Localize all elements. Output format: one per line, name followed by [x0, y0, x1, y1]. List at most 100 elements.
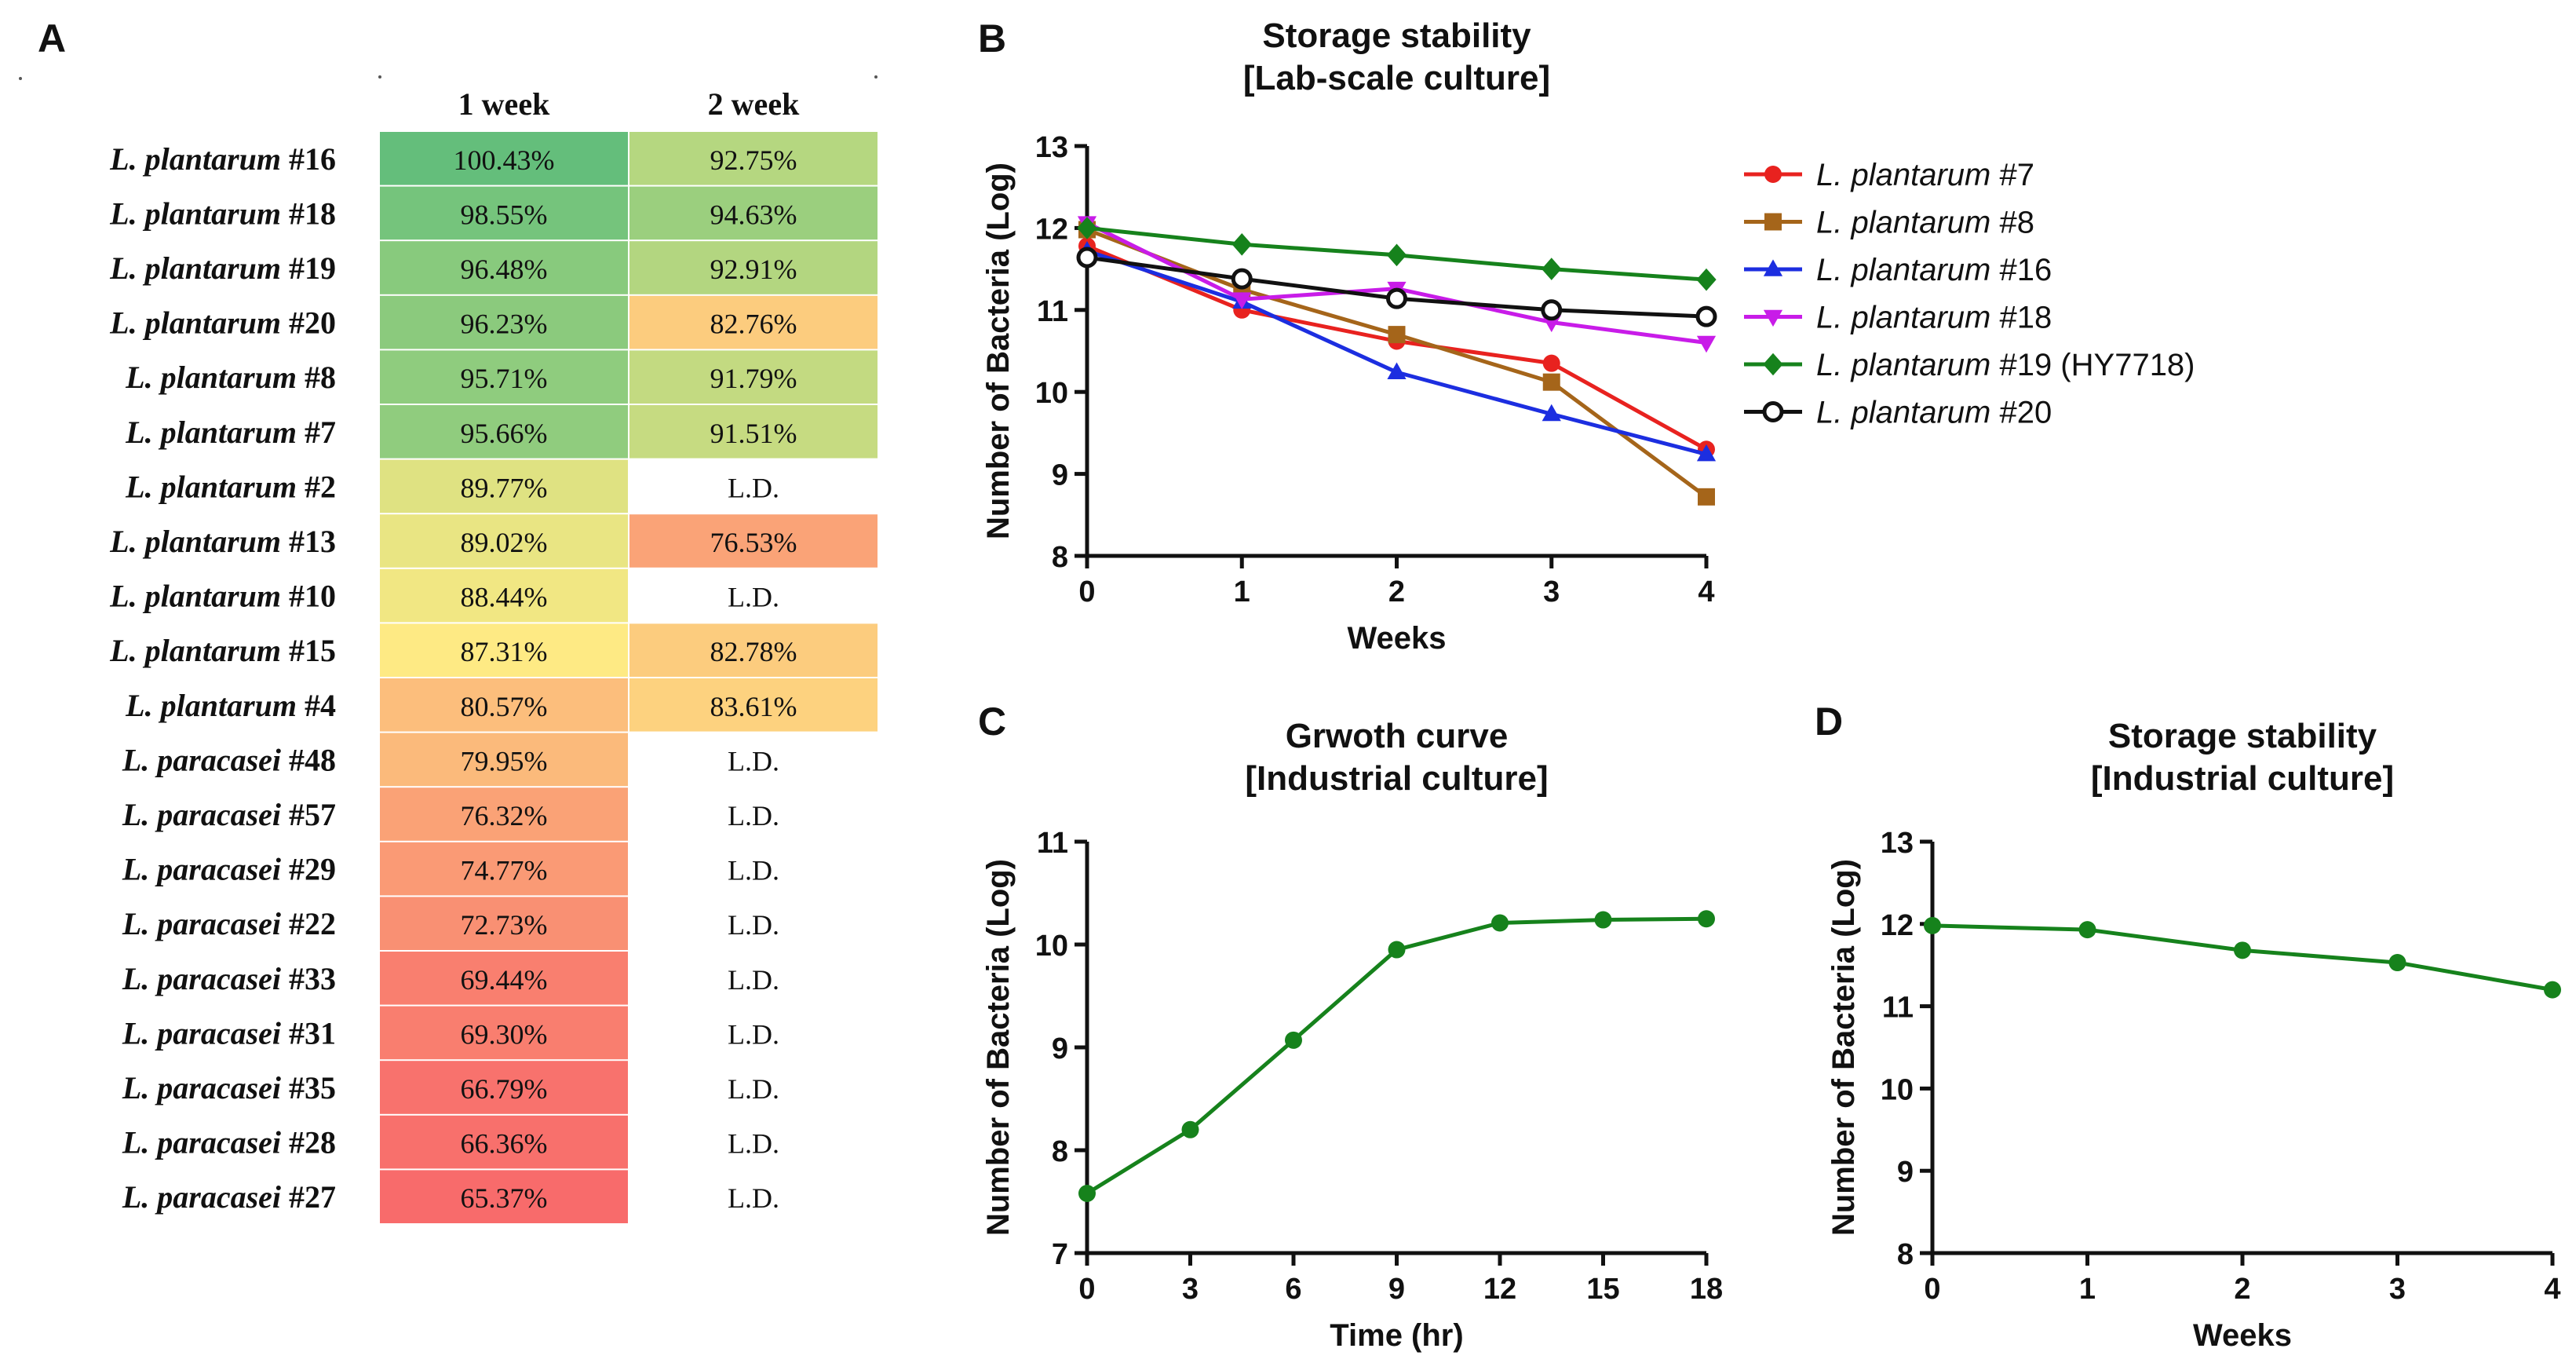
heatmap-value-week1: 95.66%: [461, 418, 548, 449]
row-species: L. plantarum: [109, 195, 281, 231]
row-species: L. plantarum: [109, 524, 281, 559]
x-tick-label: 2: [2234, 1273, 2250, 1306]
data-point: [1763, 259, 1783, 276]
heatmap-cell-week1: [380, 568, 628, 623]
y-tick-label: 7: [1052, 1238, 1068, 1271]
x-tick-label: 6: [1285, 1273, 1301, 1306]
heatmap-cell-week1: [380, 186, 628, 240]
row-species: L. paracasei: [122, 742, 281, 777]
row-strain: #4: [297, 688, 336, 723]
row-strain: #18: [281, 195, 336, 231]
data-point: [1764, 213, 1782, 231]
y-tick-label: 11: [1037, 827, 1068, 860]
row-strain: #8: [297, 360, 336, 395]
row-label: L. paracasei #31: [122, 1015, 336, 1051]
y-tick-label: 12: [1881, 909, 1914, 942]
row-strain: #2: [297, 469, 336, 504]
heatmap-value-week2: L.D.: [728, 745, 779, 777]
chart-c-growth-curve: Grwoth curve [Industrial culture] 7 8 9 10 11 0…: [981, 717, 1723, 1353]
row-species: L. paracasei: [122, 1125, 281, 1160]
row-strain: #16: [281, 141, 336, 177]
x-tick-label: 2: [1388, 576, 1405, 608]
decorative-dot: [19, 77, 22, 80]
x-tick-label: 4: [2544, 1273, 2560, 1306]
heatmap-cell-week1: [380, 350, 628, 404]
row-label: L. paracasei #22: [122, 906, 336, 941]
row-label: L. plantarum #7: [125, 415, 336, 450]
heatmap-cell-week1: [380, 897, 628, 950]
legend-strain: #18: [1990, 301, 2052, 335]
row-strain: #33: [281, 961, 336, 996]
heatmap-value-week1: 80.57%: [461, 691, 548, 722]
heatmap-cell-week2: [629, 623, 878, 677]
panel-label-d: D: [1815, 700, 1843, 744]
heatmap-cell-week1: [380, 952, 628, 1005]
legend-label: L. plantarum #16: [1816, 253, 2052, 287]
row-species: L. paracasei: [122, 852, 281, 887]
row-strain: #57: [281, 797, 336, 832]
heatmap-value-week1: 96.23%: [461, 309, 548, 340]
heatmap-value-week1: 74.77%: [461, 855, 548, 886]
heatmap-value-week2: L.D.: [728, 1018, 779, 1050]
column-header-2-week: 2 week: [708, 86, 800, 122]
heatmap-cell-week2: [629, 678, 878, 732]
legend-strain: #16: [1990, 253, 2052, 287]
decorative-dot: [378, 75, 381, 79]
x-axis-label: Weeks: [2193, 1318, 2292, 1353]
heatmap-cell-week1: [380, 132, 628, 185]
data-point: [1232, 292, 1252, 309]
heatmap-value-week1: 87.31%: [461, 636, 548, 667]
heatmap-cell-week2: [629, 186, 878, 240]
heatmap-cell-week1: [380, 842, 628, 896]
decorative-dot: [874, 75, 878, 79]
data-point: [1594, 911, 1612, 929]
row-species: L. plantarum: [109, 579, 281, 614]
heatmap-value-week2: 94.63%: [710, 199, 797, 230]
heatmap-value-week2: 91.79%: [710, 363, 797, 394]
heatmap-value-week1: 88.44%: [461, 582, 548, 613]
chart-subtitle: [Industrial culture]: [1245, 759, 1548, 798]
heatmap-value-week2: 92.75%: [710, 144, 797, 176]
heatmap-value-week1: 66.36%: [461, 1128, 548, 1160]
data-point: [1491, 914, 1509, 932]
data-point: [1764, 166, 1782, 183]
heatmap-value-week1: 66.79%: [461, 1073, 548, 1105]
data-point: [1231, 232, 1252, 256]
chart-title: Storage stability: [1262, 16, 1531, 55]
row-strain: #22: [281, 906, 336, 941]
heatmap-cell-week1: [380, 459, 628, 513]
data-point: [1387, 362, 1407, 379]
heatmap-table: 1 week 2 week L. plantarum #16 100.43% 92.…: [109, 86, 878, 1223]
data-point: [2544, 981, 2561, 999]
row-label: L. plantarum #18: [109, 195, 336, 231]
heatmap-value-week1: 100.43%: [454, 144, 555, 176]
legend-species: L. plantarum: [1816, 253, 1990, 287]
heatmap-value-week1: 69.44%: [461, 964, 548, 996]
row-species: L. paracasei: [122, 797, 281, 832]
row-label: L. plantarum #13: [109, 524, 336, 559]
heatmap-cell-week2: [629, 405, 878, 459]
legend-strain: #19 (HY7718): [1990, 348, 2195, 382]
row-strain: #15: [281, 633, 336, 668]
heatmap-value-week2: L.D.: [728, 1073, 779, 1105]
y-tick-label: 10: [1881, 1073, 1914, 1106]
data-point: [1696, 444, 1717, 462]
data-point: [1285, 1031, 1302, 1049]
chart-d-industrial-storage: Storage stability [Industrial culture] 8 9 1…: [1826, 717, 2561, 1353]
data-point: [1181, 1120, 1199, 1138]
row-strain: #48: [281, 742, 336, 777]
row-strain: #35: [281, 1070, 336, 1105]
series-line: [1085, 916, 1707, 1196]
data-point: [1695, 305, 1717, 327]
heatmap-cell-week1: [380, 1061, 628, 1114]
data-point: [1388, 941, 1406, 959]
heatmap-value-week2: 92.91%: [710, 254, 797, 285]
data-point: [1763, 309, 1783, 327]
y-tick-label: 10: [1035, 377, 1068, 410]
x-tick-label: 3: [1543, 576, 1560, 608]
y-axis-label: Number of Bacteria (Log): [981, 163, 1016, 539]
data-point: [1542, 404, 1561, 422]
row-species: L. plantarum: [125, 688, 297, 723]
row-strain: #10: [281, 579, 336, 614]
heatmap-value-week1: 65.37%: [461, 1182, 548, 1214]
